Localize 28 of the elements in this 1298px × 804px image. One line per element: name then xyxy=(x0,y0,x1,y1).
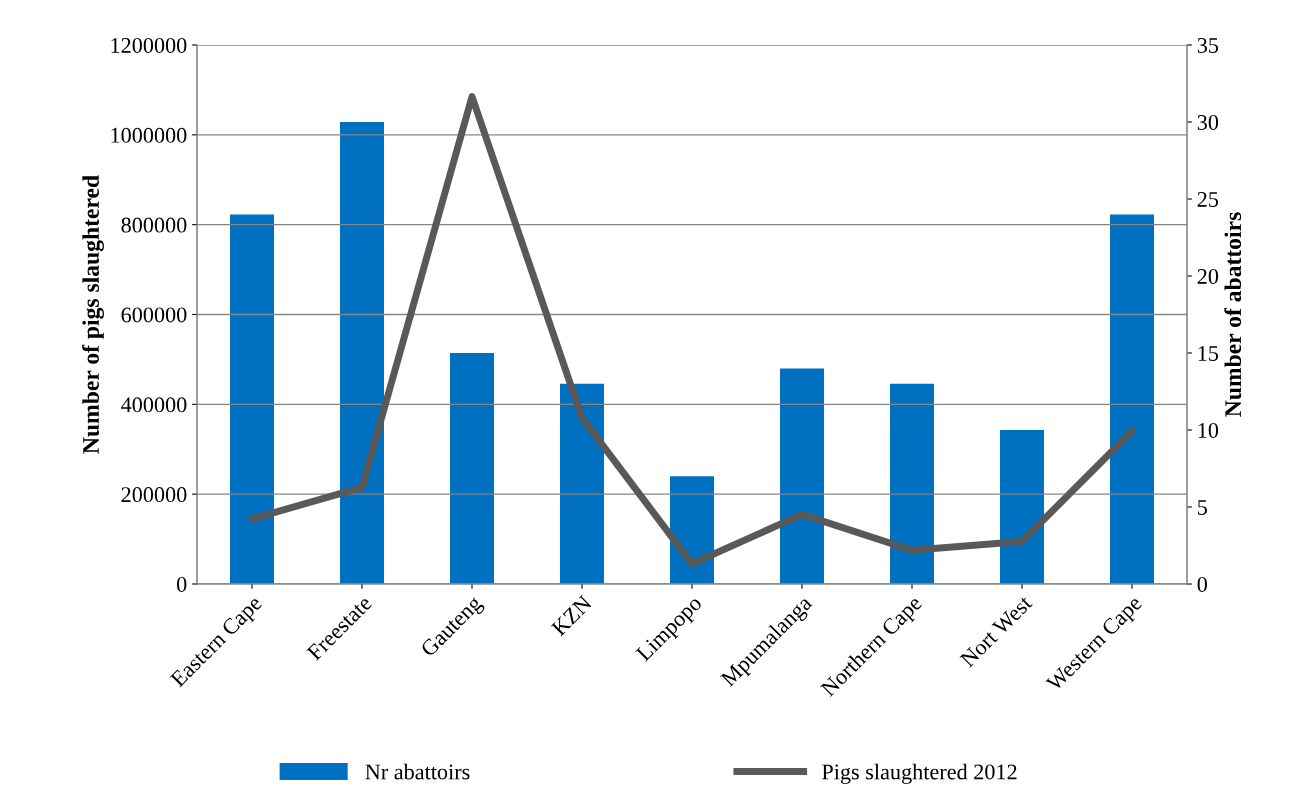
y-tick-label: 0 xyxy=(177,576,187,592)
y2-tick-label: 25 xyxy=(1197,191,1219,207)
bar xyxy=(1110,214,1154,584)
y2-tick-label: 35 xyxy=(1197,37,1219,53)
y-tick-label: 200000 xyxy=(121,487,187,503)
y2-tick-label: 30 xyxy=(1197,114,1219,130)
legend-label: Nr abattoirs xyxy=(365,763,470,780)
y-tick-label: 1000000 xyxy=(111,127,187,143)
bar xyxy=(230,214,274,584)
bar xyxy=(560,383,604,584)
bar xyxy=(1000,430,1044,584)
bar xyxy=(780,368,824,584)
y-tick-label: 1200000 xyxy=(111,37,187,53)
y2-tick-label: 0 xyxy=(1197,576,1207,592)
bar xyxy=(340,122,384,584)
y2-tick-label: 20 xyxy=(1197,268,1219,284)
y2-tick-label: 5 xyxy=(1198,500,1207,515)
x-tick-label: Nort West xyxy=(959,594,1034,668)
y-axis-title: Number of pigs slaughtered xyxy=(82,175,104,454)
y2-axis-title: Number of abattoirs xyxy=(1224,212,1242,417)
y-tick-label: 600000 xyxy=(121,307,187,323)
bar xyxy=(450,353,494,584)
legend-label: Pigs slaughtered 2012 xyxy=(822,763,1017,784)
y-tick-label: 800000 xyxy=(121,217,187,233)
y2-tick-label: 10 xyxy=(1198,422,1219,438)
y-tick-label: 400000 xyxy=(121,397,187,413)
y2-tick-label: 15 xyxy=(1198,346,1219,361)
bar xyxy=(890,383,934,584)
